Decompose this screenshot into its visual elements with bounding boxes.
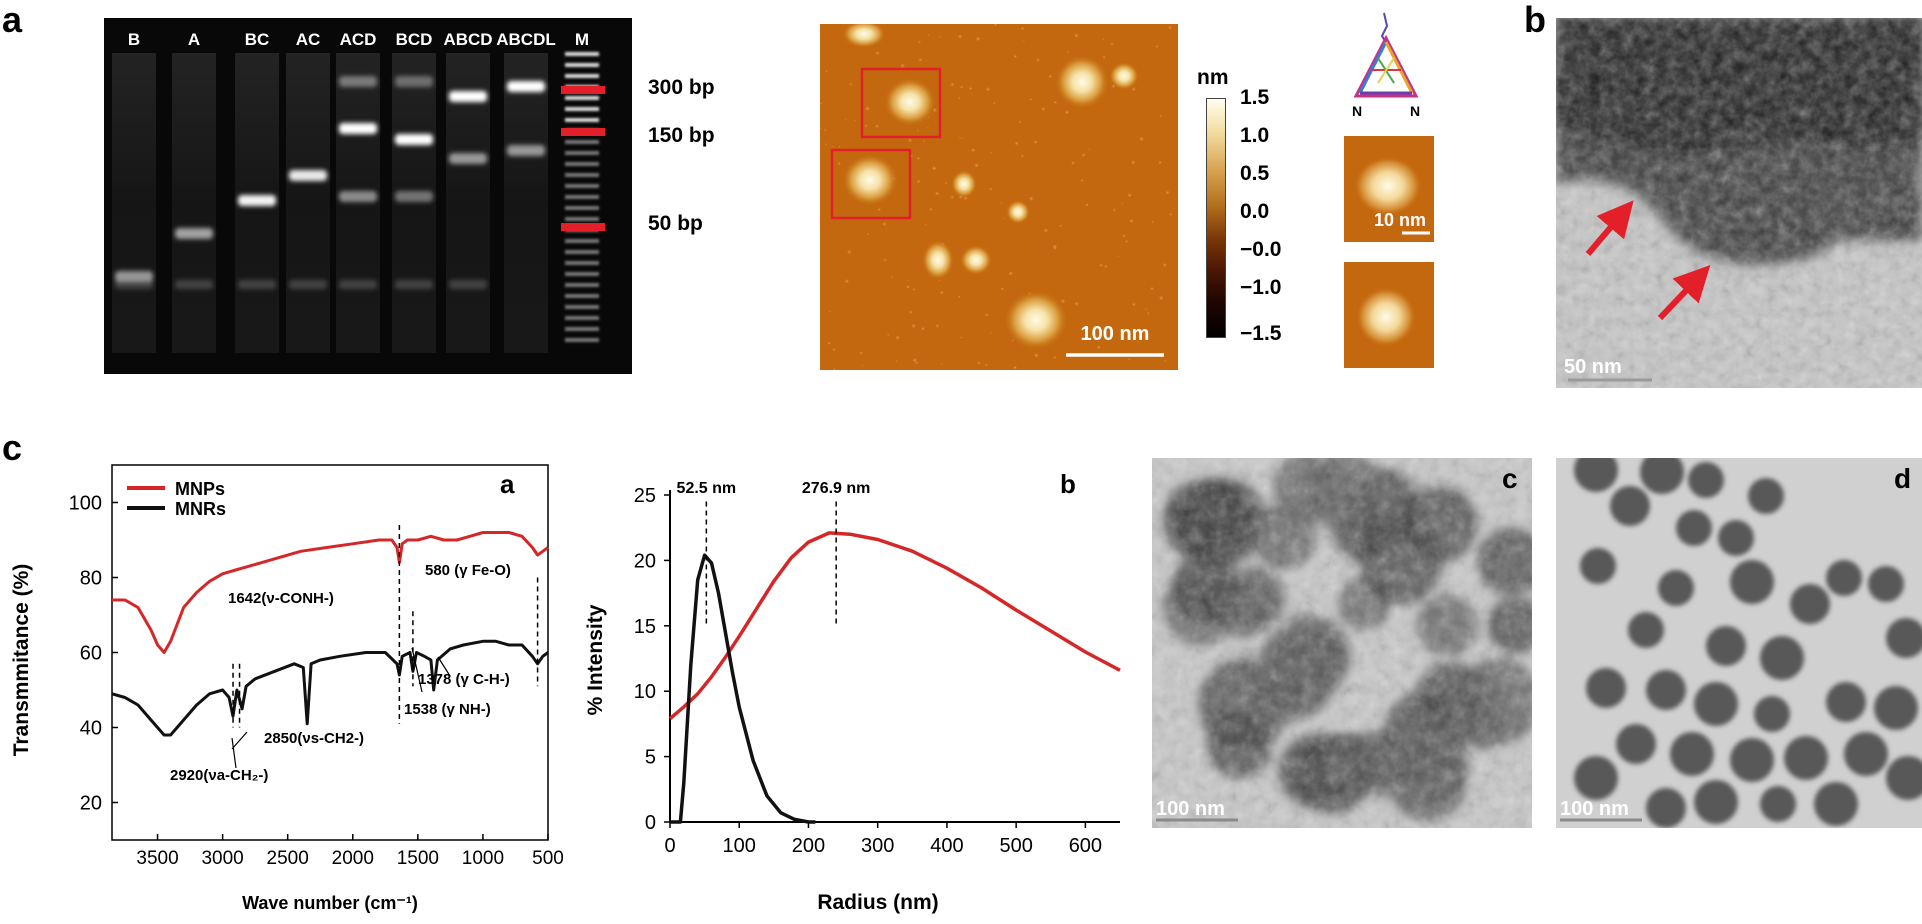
colorbar-tick-label: −0.0 <box>1240 238 1282 261</box>
ftir-ylabel: Transmmitance (%) <box>10 564 33 757</box>
colorbar-tick-label: 1.5 <box>1240 86 1270 109</box>
tem-image-c: 100 nm c <box>1152 458 1532 828</box>
legend-mnps: MNPs <box>175 479 225 499</box>
ftir-ytick-label: 100 <box>69 493 102 515</box>
ftir-xtick-label: 500 <box>532 848 564 869</box>
lane-label: BC <box>245 30 270 49</box>
dls-ytick-label: 10 <box>634 681 656 703</box>
ftir-xtick-label: 1000 <box>462 848 504 869</box>
colorbar-tick-label: 0.0 <box>1240 200 1270 223</box>
afm-highlight-box <box>830 148 912 220</box>
dls-ytick-label: 20 <box>634 550 656 572</box>
tem-d-sublabel: d <box>1894 463 1911 494</box>
ftir-xtick-label: 3500 <box>136 848 178 869</box>
afm-highlight-box <box>860 67 942 139</box>
inset-scale-label: 10 nm <box>1374 210 1426 230</box>
afm-colorbar <box>1206 98 1226 338</box>
dna-triangle-structure: N N <box>1336 8 1436 119</box>
ftir-annotation: 580 (γ Fe-O) <box>425 562 511 579</box>
colorbar-tick-label: −1.5 <box>1240 322 1282 345</box>
gel-electrophoresis-image: B A BC AC ACD BCD ABCD ABCDL M <box>104 18 632 374</box>
lane-label: ABCDL <box>496 30 556 49</box>
ftir-series-mnps <box>112 531 549 654</box>
marker-label-50bp: 50 bp <box>648 212 703 235</box>
tem-arrow <box>1657 264 1711 321</box>
dls-xlabel: Radius (nm) <box>817 891 938 914</box>
dls-ytick-label: 15 <box>634 616 656 638</box>
tem-c-scale-label: 100 nm <box>1156 798 1225 820</box>
dls-peak-label: 276.9 nm <box>802 480 870 497</box>
marker-label-150bp: 150 bp <box>648 124 715 147</box>
colorbar-unit: nm <box>1197 66 1229 89</box>
dls-series <box>668 531 1121 721</box>
ftir-chart: 3500 3000 2500 2000 1500 1000 500 100 80 60 40 20 1… <box>0 450 570 919</box>
tem-b-scale-label: 50 nm <box>1564 356 1622 378</box>
ftir-annotation: 1378 (γ C-H-) <box>418 671 510 688</box>
dls-peak-label: 52.5 nm <box>677 480 737 497</box>
dls-series <box>670 553 816 824</box>
ftir-xtick-label: 1500 <box>397 848 439 869</box>
colorbar-tick-label: 0.5 <box>1240 162 1270 185</box>
dls-ytick-label: 25 <box>634 485 656 507</box>
lane-label: M <box>575 30 589 49</box>
dls-sublabel: b <box>1060 469 1076 499</box>
ftir-ytick-label: 60 <box>80 643 102 665</box>
lane-label: AC <box>296 30 321 49</box>
panel-label-a: a <box>2 0 23 40</box>
afm-inset-1: 10 nm <box>1344 136 1434 242</box>
colorbar-ticks: 1.5 1.0 0.5 0.0 −0.0 −1.0 −1.5 <box>1226 86 1296 346</box>
ftir-series-mnrs <box>111 639 549 737</box>
dls-xtick-label: 500 <box>999 835 1032 857</box>
colorbar-tick-label: 1.0 <box>1240 124 1270 147</box>
dls-chart: 0 100 200 300 400 500 600 0 5 10 15 20 25 52.5 nm 276… <box>570 450 1130 919</box>
ftir-xtick-label: 2500 <box>267 848 309 869</box>
lane-label: A <box>188 30 200 49</box>
triangle-terminal-label: N <box>1352 103 1362 118</box>
triangle-terminal-label: N <box>1410 103 1420 118</box>
ftir-annotation: 1538 (γ NH-) <box>404 701 491 718</box>
tem-arrow <box>1585 200 1634 256</box>
dls-ytick-label: 5 <box>645 747 656 769</box>
panel-label-b: b <box>1524 0 1546 40</box>
marker-label-300bp: 300 bp <box>648 76 715 99</box>
lane-label: ABCD <box>443 30 492 49</box>
ftir-sublabel: a <box>500 469 515 499</box>
ftir-annotation: 2850(νs-CH2-) <box>264 730 364 747</box>
afm-scale-label: 100 nm <box>1081 323 1150 345</box>
dls-ylabel: % Intensity <box>584 604 607 715</box>
dls-xtick-label: 0 <box>664 835 675 857</box>
ftir-ytick-label: 40 <box>80 718 102 740</box>
ftir-annotation: 2920(νa-CH₂-) <box>170 767 268 784</box>
colorbar-tick-label: −1.0 <box>1240 276 1282 299</box>
ftir-xlabel: Wave number (cm⁻¹) <box>242 893 418 913</box>
panel-label-c: c <box>2 427 23 468</box>
tem-image-d: 100 nm d <box>1556 458 1922 828</box>
tem-d-scale-label: 100 nm <box>1560 798 1629 820</box>
tem-c-sublabel: c <box>1502 463 1518 494</box>
ftir-ytick-label: 80 <box>80 568 102 590</box>
ftir-annotation: 1642(ν-CONH-) <box>228 590 334 607</box>
dls-xtick-label: 600 <box>1069 835 1102 857</box>
ftir-xtick-label: 2000 <box>332 848 374 869</box>
lane-label: B <box>128 30 140 49</box>
lane-label: ACD <box>340 30 377 49</box>
legend-mnrs: MNRs <box>175 499 226 519</box>
ftir-ytick-label: 20 <box>80 793 102 815</box>
dls-xtick-label: 400 <box>930 835 963 857</box>
dls-xtick-label: 300 <box>861 835 894 857</box>
afm-inset-2 <box>1344 262 1434 368</box>
lane-label: BCD <box>396 30 433 49</box>
dls-xtick-label: 100 <box>723 835 756 857</box>
dls-ytick-label: 0 <box>645 812 656 834</box>
ftir-xtick-label: 3000 <box>201 848 243 869</box>
afm-height-image: 100 nm <box>818 20 1178 371</box>
dls-xtick-label: 200 <box>792 835 825 857</box>
tem-image-b: 50 nm <box>1556 18 1922 388</box>
